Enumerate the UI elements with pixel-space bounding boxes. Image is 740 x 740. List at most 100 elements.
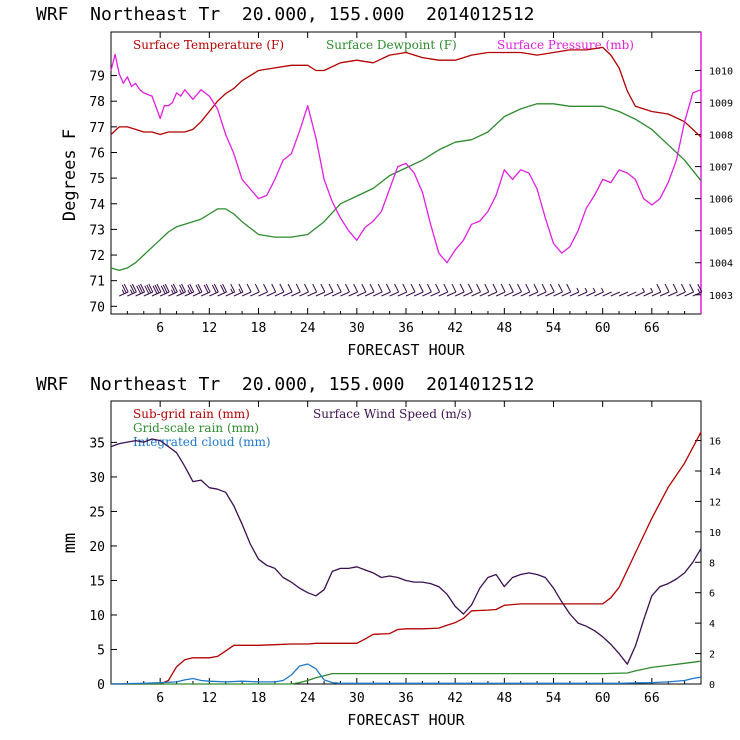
wind-barb (364, 283, 375, 297)
x-tick-label: 12 (202, 691, 218, 706)
wind-barb (545, 283, 555, 297)
wind-barb (635, 287, 645, 297)
panel-2-y-ticks: 0 5 10 15 20 25 30 35 (89, 436, 117, 693)
wind-barb (258, 283, 268, 297)
y2-tick-label: 8 (709, 558, 715, 569)
y-tick-label: 70 (89, 300, 105, 315)
wind-barb (381, 283, 391, 297)
panel-2-wind-speed-ticks: 0 2 4 6 8 10 12 14 16 (695, 437, 721, 691)
x-tick-label: 6 (156, 321, 164, 336)
wind-barb (159, 283, 170, 297)
legend-surface-wind-speed: Surface Wind Speed (m/s) (313, 407, 472, 421)
wind-barb (561, 283, 572, 297)
y2-tick-label: 10 (709, 528, 721, 539)
legend-sub-grid-rain: Sub-grid rain (mm) (133, 407, 250, 421)
y2-tick-label: 16 (709, 437, 721, 448)
wind-barb (618, 291, 629, 297)
panel-1-frame (110, 31, 702, 315)
y2-tick-label: 12 (709, 497, 721, 508)
y-tick-label: 79 (89, 70, 105, 85)
y-tick-label: 74 (89, 198, 105, 213)
y-tick-label: 77 (89, 121, 105, 136)
wind-barb (487, 283, 498, 297)
wind-barb (151, 283, 162, 297)
wind-barb (348, 283, 359, 297)
wind-barb (250, 283, 260, 297)
wind-barb (504, 283, 514, 297)
y-tick-label: 35 (89, 436, 105, 451)
wind-barb (266, 283, 277, 297)
wind-barb (241, 283, 252, 297)
y2-tick-label: 1009 (709, 99, 733, 110)
wind-barb (217, 283, 227, 297)
y2-tick-label: 0 (709, 680, 715, 691)
wind-barb (315, 283, 326, 297)
series-line-grid-scale-rain-mm (111, 660, 702, 685)
wind-barb (168, 283, 178, 297)
series-line-integrated-cloud-mm (110, 663, 702, 685)
wind-barb (454, 283, 465, 297)
wind-barb (200, 283, 211, 297)
wind-barb (577, 287, 588, 297)
wind-barb (471, 283, 482, 297)
wind-barb (422, 283, 432, 297)
wind-barb (373, 283, 383, 297)
x-tick-label: 18 (251, 321, 267, 336)
x-tick-label: 36 (398, 691, 414, 706)
wind-barb (512, 283, 522, 297)
y-tick-label: 25 (89, 505, 105, 520)
panel-2-y-axis-label: mm (60, 533, 80, 553)
y2-tick-label: 1008 (709, 131, 733, 142)
wind-barb (602, 291, 612, 297)
legend-surface-pressure: Surface Pressure (mb) (497, 38, 634, 52)
wind-barb (430, 283, 441, 297)
x-tick-label: 24 (300, 321, 316, 336)
x-tick-label: 48 (497, 691, 513, 706)
x-tick-label: 30 (349, 691, 365, 706)
x-tick-label: 18 (251, 691, 267, 706)
legend-surface-dewpoint: Surface Dewpoint (F) (326, 38, 457, 52)
wind-barb (676, 283, 686, 297)
wind-barb (668, 283, 678, 297)
panel-1-pressure-ticks: 1003 1004 1005 1006 1007 1008 1009 1010 (695, 66, 733, 302)
wind-barb (397, 283, 408, 297)
x-tick-label: 60 (595, 691, 611, 706)
wind-barb (479, 283, 490, 297)
wind-barb (446, 283, 457, 297)
wind-barbs (118, 283, 703, 297)
wind-barb (340, 283, 350, 297)
wind-barb (405, 283, 416, 297)
panel-1-x-axis-label: FORECAST HOUR (347, 341, 465, 359)
y2-tick-label: 1010 (709, 66, 733, 77)
y-tick-label: 5 (97, 643, 105, 658)
wind-barb (389, 283, 400, 297)
legend-surface-temperature: Surface Temperature (F) (133, 38, 284, 52)
wind-barb (569, 287, 580, 297)
y2-tick-label: 1007 (709, 163, 733, 174)
wind-barb (536, 283, 547, 297)
x-tick-label: 66 (644, 321, 660, 336)
y2-tick-label: 1003 (709, 291, 733, 302)
wind-barb (495, 283, 506, 297)
x-tick-label: 42 (447, 691, 463, 706)
temperature-pressure-panel: WRF Northeast Tr 20.000, 155.000 2014012… (36, 4, 733, 359)
x-tick-label: 24 (300, 691, 316, 706)
x-tick-label: 36 (398, 321, 414, 336)
y-tick-label: 30 (89, 471, 105, 486)
legend-grid-scale-rain: Grid-scale rain (mm) (133, 421, 259, 435)
panel-2-x-axis-label: FORECAST HOUR (347, 711, 465, 729)
y2-tick-label: 6 (709, 589, 715, 600)
panel-1-series (110, 46, 702, 272)
wind-barb (586, 287, 596, 297)
wind-barb (299, 283, 309, 297)
panel-1-y-axis-label: Degrees F (60, 129, 80, 221)
wind-barb (528, 283, 539, 297)
y-tick-label: 78 (89, 95, 105, 110)
wind-barb (192, 283, 203, 297)
wind-barb (135, 283, 146, 297)
x-tick-label: 30 (349, 321, 365, 336)
x-tick-label: 54 (546, 321, 562, 336)
wind-barb (627, 291, 637, 297)
panel-2-title: WRF Northeast Tr 20.000, 155.000 2014012… (36, 374, 535, 395)
y2-tick-label: 1006 (709, 195, 733, 206)
